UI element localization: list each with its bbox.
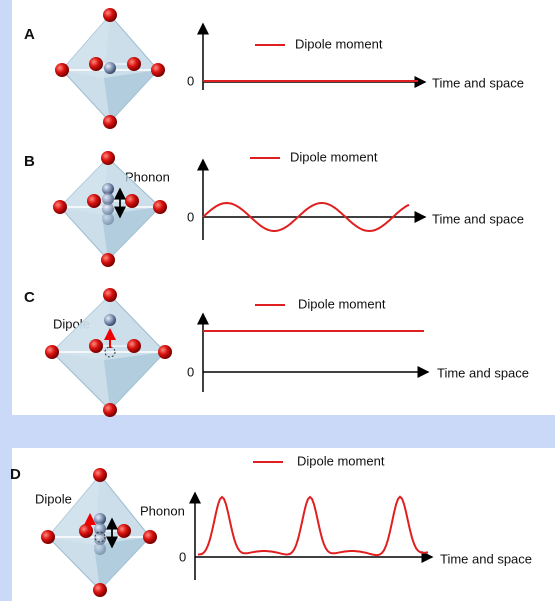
zero-label: 0 — [179, 549, 186, 564]
panel-label: D — [10, 466, 21, 483]
center-atom — [102, 213, 114, 225]
oxygen-atom — [101, 151, 115, 165]
oxygen-atom — [127, 57, 141, 71]
panel-label: C — [24, 289, 35, 306]
oxygen-atom — [143, 530, 157, 544]
oct-face — [104, 70, 158, 122]
oxygen-atom — [103, 8, 117, 22]
zero-label: 0 — [187, 209, 194, 224]
oxygen-atom — [53, 200, 67, 214]
center-atom — [94, 513, 106, 525]
oct-face — [94, 537, 150, 590]
x-axis-label: Time and space — [432, 211, 524, 226]
legend-text: Dipole moment — [298, 296, 386, 311]
center-atom — [102, 193, 114, 205]
annotation: Phonon — [125, 169, 170, 184]
oxygen-atom — [93, 583, 107, 597]
annotation: Phonon — [140, 503, 185, 518]
oxygen-atom — [41, 530, 55, 544]
oxygen-atom — [151, 63, 165, 77]
oxygen-atom — [101, 253, 115, 267]
oxygen-atom — [45, 345, 59, 359]
center-atom — [94, 533, 106, 545]
center-atom — [94, 543, 106, 555]
vacancy — [104, 346, 116, 358]
octahedra — [41, 8, 172, 597]
legend-text: Dipole moment — [297, 453, 385, 468]
panel-label: B — [24, 153, 35, 170]
zero-label: 0 — [187, 364, 194, 379]
zero-label: 0 — [187, 73, 194, 88]
legend-text: Dipole moment — [290, 149, 378, 164]
oxygen-atom — [103, 288, 117, 302]
center-atom — [102, 203, 114, 215]
oxygen-atom — [103, 403, 117, 417]
oxygen-atom — [93, 468, 107, 482]
center-atom — [102, 183, 114, 195]
x-axis-label: Time and space — [437, 365, 529, 380]
panel-label: A — [24, 26, 35, 43]
oxygen-atom — [87, 194, 101, 208]
oct-face — [104, 352, 165, 410]
annotation: Dipole — [35, 491, 72, 506]
oxygen-atom — [158, 345, 172, 359]
oxygen-atom — [55, 63, 69, 77]
oxygen-atom — [127, 339, 141, 353]
oxygen-atom — [103, 115, 117, 129]
curve — [202, 201, 410, 233]
oxygen-atom — [153, 200, 167, 214]
center-atom — [104, 314, 116, 326]
center-atom — [94, 523, 106, 535]
oxygen-atom — [89, 57, 103, 71]
oxygen-atom — [89, 339, 103, 353]
x-axis-label: Time and space — [432, 75, 524, 90]
legend-text: Dipole moment — [295, 36, 383, 51]
oct-face — [102, 207, 160, 260]
oxygen-atom — [125, 194, 139, 208]
curve — [197, 495, 429, 557]
center-atom — [104, 62, 116, 74]
oxygen-atom — [117, 524, 131, 538]
x-axis-label: Time and space — [440, 551, 532, 566]
vacancy — [94, 531, 106, 543]
